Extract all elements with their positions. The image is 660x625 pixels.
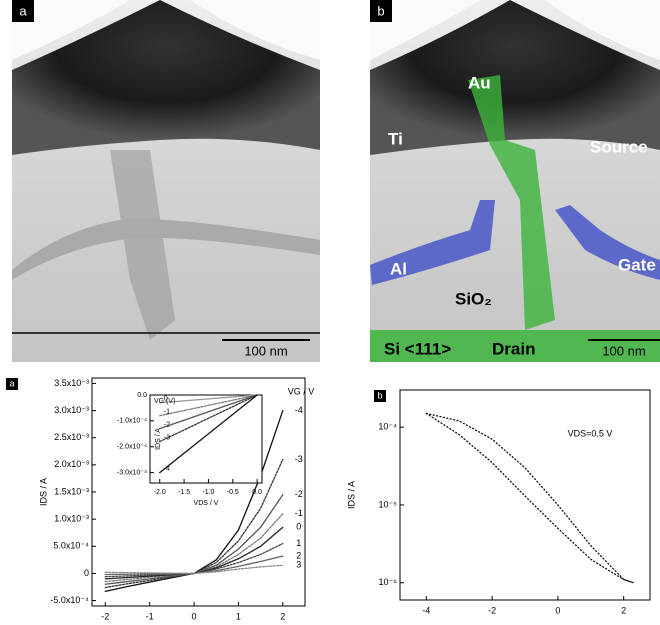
series-label: -3 <box>295 454 303 464</box>
y-tick-label: 10⁻⁴ <box>378 421 397 431</box>
y-tick-label: 3.0x10⁻³ <box>54 405 89 415</box>
region-label: Si <111> <box>384 339 451 358</box>
y-tick-label: -2.0x10⁻⁴ <box>117 444 147 451</box>
region-label: Ti <box>388 129 403 148</box>
series-label: 3 <box>296 560 301 570</box>
series-label: 1 <box>296 538 301 548</box>
y-tick-label: 1.0x10⁻³ <box>54 514 89 524</box>
panel-box <box>374 390 386 402</box>
tem-image-a: a 100 nm <box>12 0 320 362</box>
plot-frame <box>399 389 651 601</box>
region-label: Drain <box>492 339 535 358</box>
x-tick-label: -2 <box>488 605 496 615</box>
annotation: VDS=0.5 V <box>568 428 613 438</box>
plot-frame <box>149 394 263 484</box>
series-label: 0 <box>296 522 301 532</box>
data-line <box>425 412 635 584</box>
x-axis-label: VDS / V <box>194 500 219 507</box>
y-tick-label: 0.0 <box>137 392 147 399</box>
region-label: Source <box>590 137 648 156</box>
y-axis-label: IDS / A <box>38 478 48 506</box>
x-tick-label: -1.5 <box>178 489 190 496</box>
data-line <box>159 394 258 474</box>
x-tick-label: 0 <box>192 611 197 620</box>
region-label: Au <box>468 73 491 92</box>
series-label: -1 <box>295 508 303 518</box>
x-tick-label: -1 <box>146 611 154 620</box>
series-label: -4 <box>164 465 170 472</box>
y-tick-label: -3.0x10⁻⁴ <box>117 469 147 476</box>
series-label: 2 <box>296 550 301 560</box>
y-axis-label: IDS / A <box>346 481 356 509</box>
series-label: 0 <box>164 396 168 403</box>
data-line <box>159 394 258 417</box>
y-tick-label: 2.5x10⁻³ <box>54 432 89 442</box>
y-tick-label: 1.5x10⁻³ <box>54 486 89 496</box>
y-tick-label: 0 <box>84 568 89 578</box>
x-tick-label: 1 <box>236 611 241 620</box>
region-label: Al <box>390 259 407 278</box>
y-tick-label: 5.0x10⁻⁴ <box>53 541 89 551</box>
y-tick-label: 2.0x10⁻³ <box>54 459 89 469</box>
x-tick-label: 2 <box>280 611 285 620</box>
data-line <box>425 412 635 584</box>
data-line <box>159 394 258 430</box>
x-tick-label: 2 <box>621 605 626 615</box>
panel-label: a <box>19 3 27 18</box>
panel-label: b <box>377 390 382 400</box>
y-tick-label: 10⁻⁵ <box>379 499 398 509</box>
series-label: -4 <box>295 405 303 415</box>
legend-title: VG / V <box>288 386 315 396</box>
panel-box <box>6 378 18 390</box>
y-axis-label: IDS / A <box>155 428 162 450</box>
scale-bar: 100 nm <box>602 343 645 358</box>
y-tick-label: -1.0x10⁻⁴ <box>117 418 147 425</box>
x-tick-label: -4 <box>422 605 430 615</box>
data-line <box>104 564 284 575</box>
series-label: -2 <box>295 489 303 499</box>
legend-title: VG (V) <box>154 398 175 405</box>
data-line <box>159 394 258 443</box>
x-tick-label: -0.5 <box>227 489 239 496</box>
data-line <box>159 394 258 404</box>
panel-label: a <box>9 378 14 388</box>
series-label: -2 <box>164 421 170 428</box>
panel-label: b <box>377 3 384 18</box>
y-tick-label: 3.5x10⁻³ <box>54 378 89 388</box>
scale-bar: 100 nm <box>244 343 287 358</box>
x-tick-label: 0 <box>555 605 560 615</box>
region-label: SiO₂ <box>455 289 492 308</box>
x-tick-label: -2 <box>101 611 109 620</box>
y-tick-label: 10⁻⁶ <box>379 577 398 587</box>
series-label: -1 <box>164 409 170 416</box>
tem-image-b: b Au Ti Source Al Gate SiO₂ Si <111> Dra… <box>370 0 660 362</box>
y-tick-label: -5.0x10⁻⁴ <box>50 595 89 605</box>
region-label: Gate <box>618 255 656 274</box>
x-tick-label: -1.0 <box>202 489 214 496</box>
x-tick-label: -2.0 <box>154 489 166 496</box>
x-tick-label: 0.0 <box>252 489 262 496</box>
series-label: -3 <box>164 434 170 441</box>
